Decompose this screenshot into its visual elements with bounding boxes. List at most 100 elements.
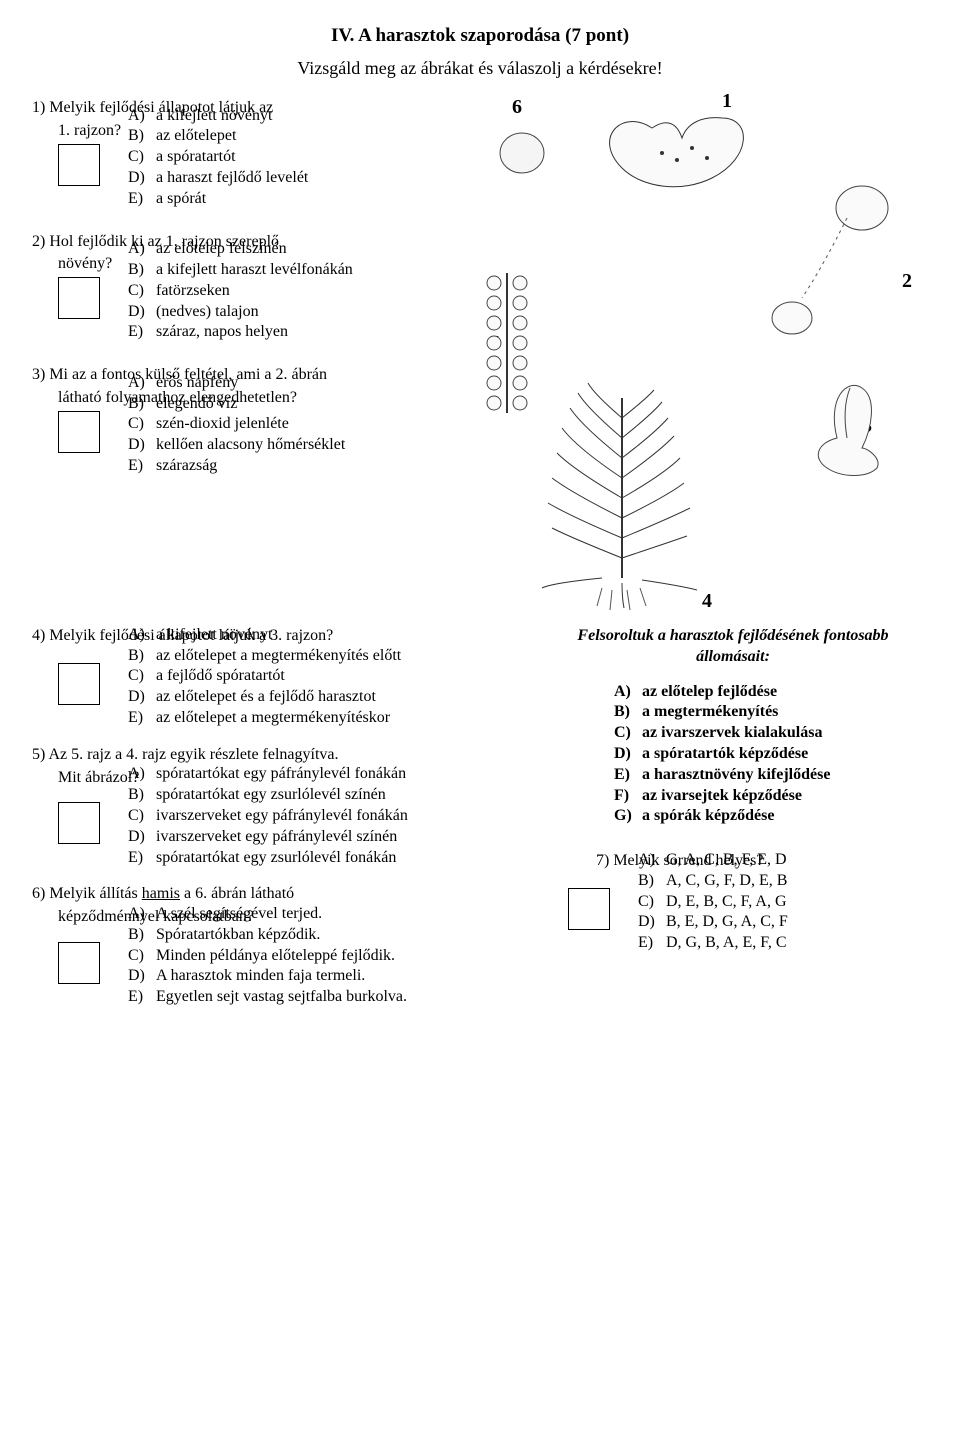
q2-opt-a: az előtelep felszínén xyxy=(156,239,287,260)
q3-opt-c: szén-dioxid jelenléte xyxy=(156,414,289,435)
page-title: IV. A harasztok szaporodása (7 pont) xyxy=(32,24,928,49)
question-2: 2) Hol fejlődik ki az 1. rajzon szereplő… xyxy=(32,232,432,344)
q7-opt-e: D, G, B, A, E, F, C xyxy=(666,933,787,954)
q3-opt-a-letter: A) xyxy=(128,373,156,394)
q5-opt-e-letter: E) xyxy=(128,848,156,869)
q4-opt-d-letter: D) xyxy=(128,687,156,708)
q7-opt-c: D, E, B, C, F, A, G xyxy=(666,892,787,913)
q1-opt-e-letter: E) xyxy=(128,189,156,210)
q1-opt-d-letter: D) xyxy=(128,168,156,189)
q1-opt-d: a haraszt fejlődő levelét xyxy=(156,168,308,189)
stations-intro-line2: állomásait: xyxy=(538,647,928,668)
station-a-letter: A) xyxy=(614,682,642,703)
q6-opt-d: A harasztok minden faja termeli. xyxy=(156,966,365,987)
q6-opt-e-letter: E) xyxy=(128,987,156,1008)
q4-opt-a-letter: A) xyxy=(128,625,156,646)
answer-box-q6[interactable] xyxy=(58,942,100,984)
question-3: 3) Mi az a fontos külső feltétel, ami a … xyxy=(32,365,432,477)
q5-opt-b-letter: B) xyxy=(128,785,156,806)
q2-opt-e-letter: E) xyxy=(128,322,156,343)
q1-opt-c-letter: C) xyxy=(128,147,156,168)
q3-opt-b: elegendő víz xyxy=(156,394,237,415)
question-6: 6) Melyik állítás hamis a 6. ábrán látha… xyxy=(32,884,502,1008)
question-5: 5) Az 5. rajz a 4. rajz egyik részlete f… xyxy=(32,745,502,869)
q6-text-underline: hamis xyxy=(142,885,180,902)
station-a: az előtelep fejlődése xyxy=(642,682,777,703)
diagram-area: 6 1 2 3 4 5 xyxy=(452,98,928,618)
q6-text-b: a 6. ábrán látható xyxy=(180,885,294,902)
station-c: az ivarszervek kialakulása xyxy=(642,723,822,744)
q4-opt-b: az előtelepet a megtermékenyítés előtt xyxy=(156,646,401,667)
q6-opt-c-letter: C) xyxy=(128,946,156,967)
station-g-letter: G) xyxy=(614,806,642,827)
station-f-letter: F) xyxy=(614,786,642,807)
station-e: a harasztnövény kifejlődése xyxy=(642,765,830,786)
q3-opt-a: erős napfény xyxy=(156,373,238,394)
q6-opt-e: Egyetlen sejt vastag sejtfalba burkolva. xyxy=(156,987,407,1008)
question-4: 4) Melyik fejlődési állapotot látjuk a 3… xyxy=(32,626,502,729)
answer-box-q3[interactable] xyxy=(58,411,100,453)
q2-opt-d-letter: D) xyxy=(128,302,156,323)
q5-opt-d: ivarszerveket egy páfránylevél színén xyxy=(156,827,397,848)
answer-box-q1[interactable] xyxy=(58,144,100,186)
question-1: 1) Melyik fejlődési állapotot látjuk az … xyxy=(32,98,432,210)
q7-opt-d: B, E, D, G, A, C, F xyxy=(666,912,788,933)
station-f: az ivarsejtek képződése xyxy=(642,786,802,807)
answer-box-q5[interactable] xyxy=(58,802,100,844)
q5-opt-b: spóratartókat egy zsurlólevél színén xyxy=(156,785,386,806)
left-column: 1) Melyik fejlődési állapotot látjuk az … xyxy=(32,98,432,618)
q2-opt-a-letter: A) xyxy=(128,239,156,260)
station-g: a spórák képződése xyxy=(642,806,774,827)
q1-opt-b: az előtelepet xyxy=(156,126,236,147)
q4-opt-e-letter: E) xyxy=(128,708,156,729)
diagram-svg xyxy=(452,98,932,618)
q1-opt-e: a spórát xyxy=(156,189,206,210)
q3-opt-c-letter: C) xyxy=(128,414,156,435)
q7-opt-b: A, C, G, F, D, E, B xyxy=(666,871,787,892)
q5-text-line1: 5) Az 5. rajz a 4. rajz egyik részlete f… xyxy=(32,745,502,766)
q2-opt-b-letter: B) xyxy=(128,260,156,281)
q6-text-line1: 6) Melyik állítás hamis a 6. ábrán látha… xyxy=(32,884,502,905)
q5-opt-a-letter: A) xyxy=(128,764,156,785)
q7-opt-a-letter: A) xyxy=(638,850,666,871)
q4-opt-c-letter: C) xyxy=(128,666,156,687)
answer-box-q2[interactable] xyxy=(58,277,100,319)
q5-opt-a: spóratartókat egy páfránylevél fonákán xyxy=(156,764,406,785)
q2-opt-b: a kifejlett haraszt levélfonákán xyxy=(156,260,353,281)
q6-opt-c: Minden példánya előteleppé fejlődik. xyxy=(156,946,395,967)
q6-opt-b-letter: B) xyxy=(128,925,156,946)
q3-opt-b-letter: B) xyxy=(128,394,156,415)
q3-opt-e-letter: E) xyxy=(128,456,156,477)
station-e-letter: E) xyxy=(614,765,642,786)
q7-opt-e-letter: E) xyxy=(638,933,666,954)
q2-opt-d: (nedves) talajon xyxy=(156,302,259,323)
q6-opt-a: A szél segítségével terjed. xyxy=(156,904,322,925)
lower-right-column: Felsoroltuk a harasztok fejlődésének fon… xyxy=(538,626,928,1024)
q5-opt-c: ivarszerveket egy páfránylevél fonákán xyxy=(156,806,408,827)
q1-opt-a-letter: A) xyxy=(128,106,156,127)
q2-opt-c: fatörzseken xyxy=(156,281,230,302)
q3-opt-d-letter: D) xyxy=(128,435,156,456)
lower-left-column: 4) Melyik fejlődési állapotot látjuk a 3… xyxy=(32,626,502,1024)
q7-opt-b-letter: B) xyxy=(638,871,666,892)
q6-opt-b: Spóratartókban képződik. xyxy=(156,925,320,946)
q5-opt-c-letter: C) xyxy=(128,806,156,827)
q4-opt-c: a fejlődő spóratartót xyxy=(156,666,285,687)
answer-box-q7[interactable] xyxy=(568,888,610,930)
q4-opt-e: az előtelepet a megtermékenyítéskor xyxy=(156,708,390,729)
answer-box-q4[interactable] xyxy=(58,663,100,705)
q6-opt-a-letter: A) xyxy=(128,904,156,925)
stations-intro-line1: Felsoroltuk a harasztok fejlődésének fon… xyxy=(538,626,928,647)
q6-opt-d-letter: D) xyxy=(128,966,156,987)
q4-opt-d: az előtelepet és a fejlődő harasztot xyxy=(156,687,376,708)
q2-opt-e: száraz, napos helyen xyxy=(156,322,288,343)
q5-opt-d-letter: D) xyxy=(128,827,156,848)
q2-opt-c-letter: C) xyxy=(128,281,156,302)
q1-opt-a: a kifejlett növényt xyxy=(156,106,272,127)
q1-opt-c: a spóratartót xyxy=(156,147,236,168)
q5-opt-e: spóratartókat egy zsurlólevél fonákán xyxy=(156,848,396,869)
station-b: a megtermékenyítés xyxy=(642,702,778,723)
station-b-letter: B) xyxy=(614,702,642,723)
q4-opt-a: a kifejlett növényt xyxy=(156,625,272,646)
q6-text-a: 6) Melyik állítás xyxy=(32,885,142,902)
